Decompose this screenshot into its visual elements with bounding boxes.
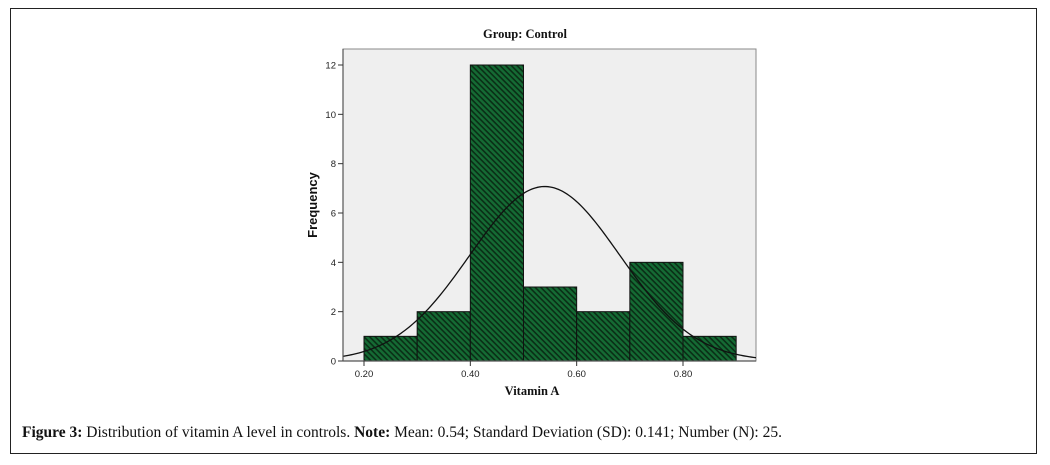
x-tick-label: 0.40 bbox=[461, 369, 480, 380]
histogram-bar-6 bbox=[682, 335, 737, 362]
histogram-bar-1 bbox=[416, 311, 471, 362]
histogram-bar-4 bbox=[576, 311, 631, 362]
y-tick-label: 2 bbox=[331, 307, 336, 318]
note-label: Note: bbox=[354, 424, 391, 441]
x-axis-label: Vitamin A bbox=[505, 384, 560, 398]
y-tick-label: 12 bbox=[325, 61, 336, 72]
caption-text: Distribution of vitamin A level in contr… bbox=[82, 424, 355, 441]
chart-title: Group: Control bbox=[483, 27, 567, 41]
histogram-bar-3 bbox=[523, 286, 578, 362]
y-tick-label: 6 bbox=[331, 209, 336, 220]
histogram-bar-2 bbox=[469, 64, 525, 362]
normal-curve bbox=[343, 185, 756, 359]
y-tick-label: 0 bbox=[331, 357, 336, 368]
y-axis-label: Frequency bbox=[305, 171, 320, 238]
x-tick-label: 0.60 bbox=[567, 369, 586, 380]
y-tick-label: 8 bbox=[331, 159, 336, 170]
figure-caption: Figure 3: Distribution of vitamin A leve… bbox=[22, 424, 782, 442]
y-tick-label: 10 bbox=[325, 110, 336, 121]
note-text: Mean: 0.54; Standard Deviation (SD): 0.1… bbox=[390, 424, 782, 441]
x-tick-label: 0.80 bbox=[674, 369, 693, 380]
figure-label: Figure 3: bbox=[22, 424, 83, 441]
y-tick-label: 4 bbox=[331, 258, 336, 269]
histogram-bar-5 bbox=[629, 261, 684, 362]
x-tick-label: 0.20 bbox=[355, 369, 374, 380]
